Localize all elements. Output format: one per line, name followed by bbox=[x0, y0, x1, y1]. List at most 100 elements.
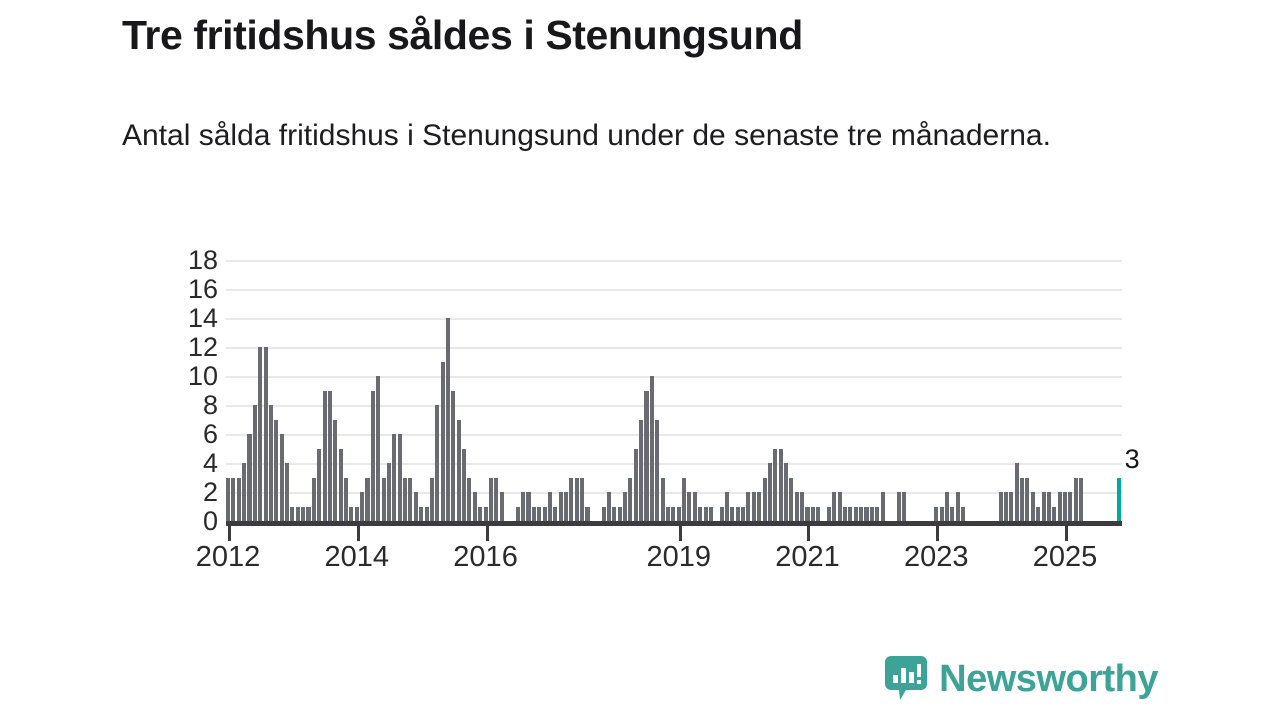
bar bbox=[258, 347, 263, 521]
gridline bbox=[226, 347, 1122, 349]
y-axis-tick-label: 14 bbox=[187, 303, 218, 333]
bar bbox=[623, 492, 628, 521]
bar bbox=[805, 506, 810, 521]
bar bbox=[708, 506, 713, 521]
bar bbox=[279, 434, 284, 521]
x-axis-tick bbox=[228, 526, 232, 541]
bar bbox=[875, 506, 880, 521]
bar bbox=[1068, 492, 1073, 521]
bar bbox=[242, 463, 247, 521]
gridline bbox=[226, 463, 1122, 465]
bar bbox=[376, 376, 381, 521]
bar bbox=[880, 492, 885, 521]
bar bbox=[1030, 492, 1035, 521]
x-axis-tick-label: 2016 bbox=[453, 541, 518, 573]
bar bbox=[1079, 477, 1084, 521]
bar bbox=[526, 492, 531, 521]
bar bbox=[773, 448, 778, 521]
bar bbox=[488, 477, 493, 521]
gridline bbox=[226, 289, 1122, 291]
bar bbox=[462, 448, 467, 521]
bar bbox=[435, 405, 440, 521]
bar bbox=[837, 492, 842, 521]
bar bbox=[408, 477, 413, 521]
bar bbox=[1057, 492, 1062, 521]
bar bbox=[955, 492, 960, 521]
bar bbox=[381, 477, 386, 521]
bar bbox=[322, 390, 327, 521]
chart-subtitle: Antal sålda fritidshus i Stenungsund und… bbox=[122, 119, 1051, 152]
bar bbox=[440, 361, 445, 521]
gridline bbox=[226, 376, 1122, 378]
x-axis-tick bbox=[1065, 526, 1068, 541]
bar bbox=[569, 477, 574, 521]
y-axis-tick-label: 4 bbox=[202, 448, 218, 478]
bar bbox=[1014, 463, 1019, 521]
bar bbox=[370, 390, 375, 521]
bar bbox=[537, 506, 542, 521]
bar bbox=[585, 506, 590, 521]
bar bbox=[1036, 506, 1041, 521]
bar bbox=[365, 477, 370, 521]
bar bbox=[268, 405, 273, 521]
bar-highlighted bbox=[1116, 477, 1121, 521]
y-axis-tick-label: 16 bbox=[187, 274, 218, 304]
bar bbox=[757, 492, 762, 521]
bar bbox=[601, 506, 606, 521]
gridline bbox=[226, 318, 1122, 320]
bar bbox=[333, 419, 338, 521]
bar bbox=[472, 492, 477, 521]
bar bbox=[424, 506, 429, 521]
bar bbox=[864, 506, 869, 521]
bar bbox=[939, 506, 944, 521]
bar bbox=[682, 477, 687, 521]
chart-container: 0 2 4 6 8 10 12 14 16 18 3 2012 2014 2016 2019 2021 20… bbox=[0, 238, 1180, 588]
bar bbox=[810, 506, 815, 521]
y-axis-tick-label: 8 bbox=[202, 390, 218, 420]
bar bbox=[660, 477, 665, 521]
highlight-value-label: 3 bbox=[1124, 443, 1140, 474]
bar bbox=[832, 492, 837, 521]
bar bbox=[317, 448, 322, 521]
bar bbox=[580, 477, 585, 521]
bar bbox=[354, 506, 359, 521]
y-axis-tick-label: 10 bbox=[187, 361, 218, 391]
bar bbox=[515, 506, 520, 521]
x-axis-tick-label: 2023 bbox=[903, 541, 969, 573]
bar bbox=[934, 506, 939, 521]
bar bbox=[1062, 492, 1068, 521]
bar bbox=[553, 506, 558, 521]
bar bbox=[800, 492, 805, 521]
bar bbox=[741, 506, 746, 521]
bar bbox=[869, 506, 874, 521]
y-axis-tick-label: 12 bbox=[187, 332, 218, 362]
bar bbox=[419, 506, 424, 521]
bar bbox=[816, 506, 821, 521]
bar bbox=[226, 477, 231, 521]
bar bbox=[306, 506, 311, 521]
bar bbox=[633, 448, 638, 521]
gridline bbox=[226, 405, 1122, 407]
bar bbox=[349, 506, 354, 521]
bar bbox=[783, 463, 789, 521]
x-axis-tick bbox=[807, 526, 811, 541]
bar bbox=[397, 434, 402, 521]
x-axis-tick-label: 2025 bbox=[1032, 541, 1098, 573]
bar bbox=[467, 477, 472, 521]
gridline bbox=[226, 492, 1122, 494]
bar bbox=[392, 434, 397, 521]
x-axis-tick-label: 2019 bbox=[646, 541, 711, 573]
page-title: Tre fritidshus såldes i Stenungsund bbox=[122, 12, 803, 58]
bar bbox=[724, 492, 730, 521]
bar bbox=[719, 506, 724, 521]
bar bbox=[612, 506, 617, 521]
bar bbox=[730, 506, 735, 521]
gridline bbox=[226, 260, 1122, 262]
bar bbox=[853, 506, 858, 521]
bar bbox=[295, 506, 300, 521]
bar bbox=[746, 492, 751, 521]
bar bbox=[998, 492, 1003, 521]
bar bbox=[1052, 506, 1057, 521]
bar bbox=[644, 390, 649, 521]
bar bbox=[403, 477, 408, 521]
